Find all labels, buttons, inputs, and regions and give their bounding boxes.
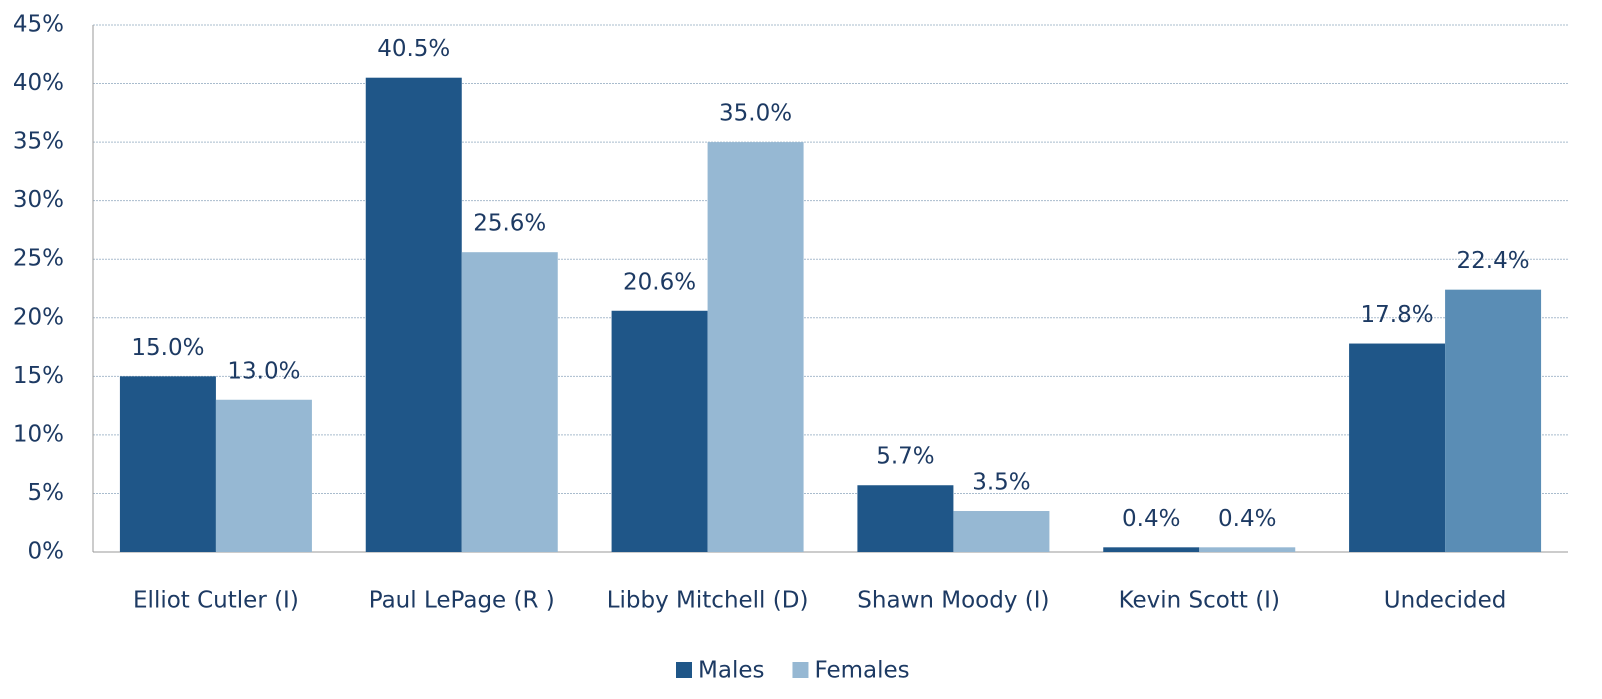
y-tick-label: 25% [13, 246, 64, 272]
bar [707, 142, 804, 552]
y-tick-label: 10% [13, 421, 64, 447]
bar [215, 399, 312, 552]
value-label: 35.0% [719, 101, 792, 127]
x-tick-label: Libby Mitchell (D) [607, 588, 809, 614]
bar [611, 310, 708, 552]
bar [1199, 547, 1296, 552]
bar [1445, 289, 1542, 552]
value-label: 5.7% [876, 444, 934, 470]
value-label: 15.0% [131, 335, 204, 361]
bar [857, 485, 954, 552]
y-tick-label: 35% [13, 129, 64, 155]
y-tick-label: 20% [13, 304, 64, 330]
bar [1349, 343, 1446, 552]
legend-swatch [792, 662, 809, 678]
bar [119, 376, 216, 552]
x-tick-label: Paul LePage (R ) [369, 588, 555, 614]
legend-label: Males [698, 658, 764, 684]
x-tick-label: Kevin Scott (I) [1119, 588, 1280, 614]
y-tick-label: 40% [13, 70, 64, 96]
bar [1103, 547, 1200, 552]
y-tick-label: 45% [13, 12, 64, 38]
legend-swatch [676, 662, 692, 678]
value-label: 22.4% [1457, 248, 1530, 274]
value-label: 40.5% [377, 36, 450, 62]
bar [365, 77, 462, 552]
y-tick-label: 15% [13, 363, 64, 389]
value-label: 17.8% [1361, 302, 1434, 328]
value-label: 25.6% [473, 211, 546, 237]
value-label: 0.4% [1218, 506, 1276, 532]
legend-label: Females [814, 658, 909, 684]
value-label: 0.4% [1122, 506, 1180, 532]
value-label: 20.6% [623, 269, 696, 295]
x-tick-label: Shawn Moody (I) [857, 588, 1049, 614]
bar [461, 252, 558, 552]
bar [953, 511, 1050, 552]
x-tick-label: Undecided [1384, 588, 1507, 614]
y-tick-label: 5% [28, 480, 65, 506]
x-tick-label: Elliot Cutler (I) [133, 588, 299, 614]
y-tick-label: 0% [28, 539, 65, 565]
value-label: 3.5% [972, 470, 1030, 496]
value-label: 13.0% [227, 358, 300, 384]
y-tick-label: 30% [13, 187, 64, 213]
